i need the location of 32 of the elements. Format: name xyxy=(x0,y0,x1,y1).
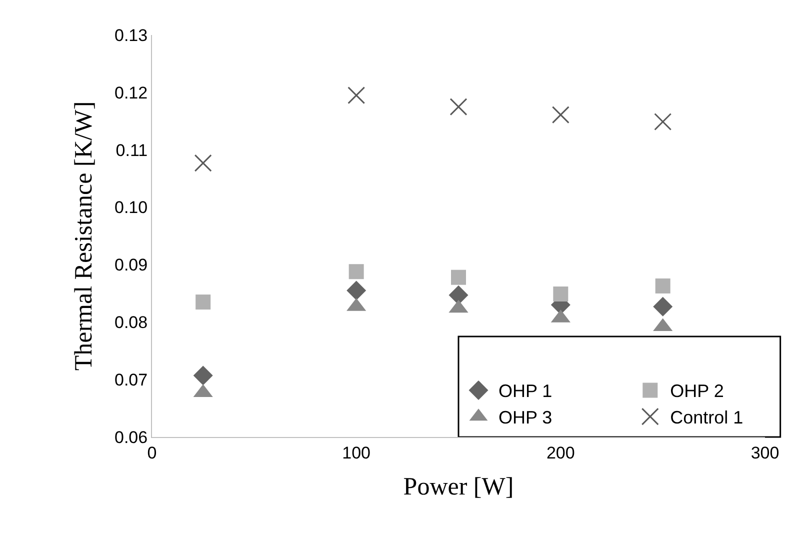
y-tick-label: 0.13 xyxy=(114,26,148,45)
point xyxy=(552,106,570,124)
y-tick-label: 0.06 xyxy=(114,428,148,447)
legend-label: Control 1 xyxy=(670,408,744,428)
point xyxy=(346,280,366,300)
point xyxy=(348,264,364,280)
legend-label: OHP 2 xyxy=(670,381,724,402)
point xyxy=(193,366,213,386)
x-tick-label: 300 xyxy=(750,443,780,462)
y-tick-label: 0.08 xyxy=(114,313,148,332)
legend-label: OHP 3 xyxy=(498,408,552,428)
y-tick-label: 0.07 xyxy=(114,370,148,390)
y-tick-label: 0.11 xyxy=(116,140,148,160)
x-tick-label: 200 xyxy=(546,443,575,462)
point xyxy=(451,270,466,285)
point xyxy=(196,294,211,310)
point xyxy=(450,98,468,116)
point xyxy=(348,86,366,104)
point xyxy=(653,296,673,316)
x-axis-title: Power [W] xyxy=(403,473,514,500)
point xyxy=(194,154,212,172)
y-axis-title: Thermal Resistance [K/W] xyxy=(70,101,98,371)
y-tick-label: 0.09 xyxy=(114,256,148,275)
point xyxy=(655,278,670,294)
y-tick-label: 0.10 xyxy=(114,198,148,218)
x-tick-label: 100 xyxy=(342,443,371,462)
point xyxy=(553,286,568,302)
point xyxy=(654,112,672,130)
y-tick-label: 0.12 xyxy=(114,83,148,102)
point xyxy=(448,285,468,305)
legend-label: OHP 1 xyxy=(498,381,552,402)
x-tick-label: 0 xyxy=(147,443,157,462)
